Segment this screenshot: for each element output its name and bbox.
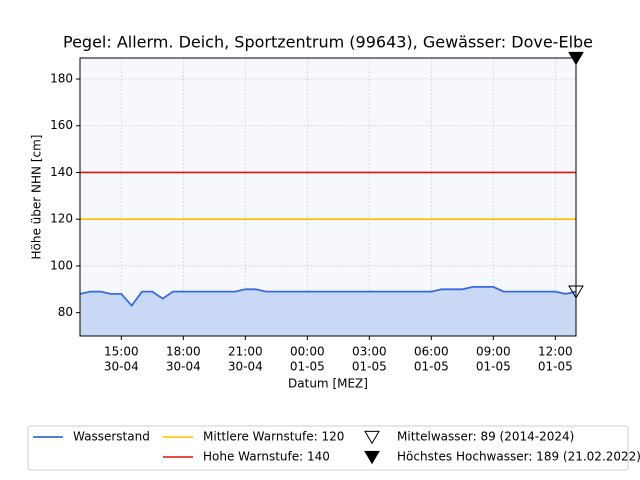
plot-frame [79, 57, 577, 337]
y-tick-label: 120 [50, 212, 73, 226]
legend-label: Mittelwasser: 89 (2014-2024) [397, 430, 574, 444]
x-tick-label: 21:00 [228, 345, 263, 359]
x-axis-label: Datum [MEZ] [288, 377, 368, 391]
legend-label: Wasserstand [73, 430, 150, 444]
y-tick-label: 100 [50, 258, 73, 272]
x-tick-label: 01-05 [538, 360, 573, 374]
x-tick-label: 18:00 [166, 345, 201, 359]
y-axis-label: Höhe über NHN [cm] [30, 135, 44, 260]
x-tick-label: 03:00 [352, 345, 387, 359]
legend-label: Mittlere Warnstufe: 120 [203, 430, 344, 444]
x-tick-label: 30-04 [228, 360, 263, 374]
x-tick-label: 06:00 [414, 345, 449, 359]
x-tick-label: 01-05 [290, 360, 325, 374]
x-tick-label: 30-04 [166, 360, 201, 374]
legend-swatch [364, 450, 380, 465]
y-tick-label: 180 [50, 72, 73, 86]
x-tick-label: 00:00 [290, 345, 325, 359]
legend-label: Hohe Warnstufe: 140 [203, 450, 330, 464]
area [80, 286, 576, 336]
x-tick-label: 15:00 [104, 345, 139, 359]
x-tick-label: 01-05 [414, 360, 449, 374]
x-tick-label: 01-05 [476, 360, 511, 374]
line [79, 286, 577, 308]
x-tick-label: 30-04 [104, 360, 139, 374]
x-tick-label: 12:00 [538, 345, 573, 359]
y-tick-label: 140 [50, 165, 73, 179]
y-tick-label: 80 [58, 305, 73, 319]
legend-swatch [364, 430, 380, 445]
x-tick-label: 09:00 [476, 345, 511, 359]
legend-label: Höchstes Hochwasser: 189 (21.02.2022) [397, 450, 640, 464]
y-tick-label: 160 [50, 118, 73, 132]
chart-title: Pegel: Allerm. Deich, Sportzentrum (9964… [63, 33, 593, 52]
x-tick-label: 01-05 [352, 360, 387, 374]
